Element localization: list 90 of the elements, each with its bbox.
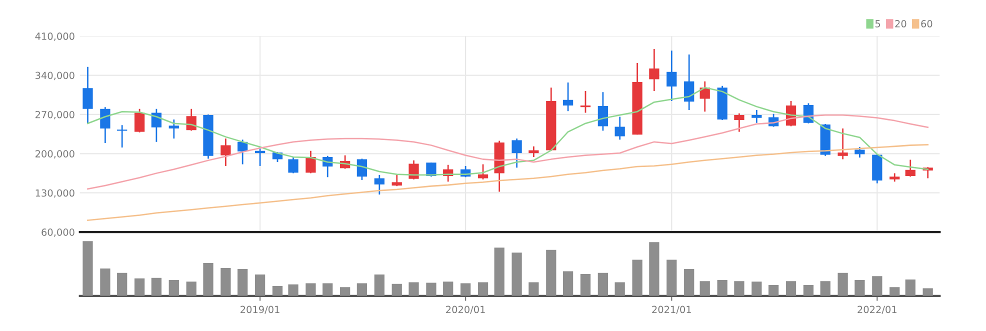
- bar: [786, 281, 796, 296]
- bar: [838, 272, 848, 296]
- x-tick-label: 2019/01: [240, 306, 280, 314]
- candlestick: [528, 146, 539, 158]
- bar: [117, 272, 128, 296]
- bar: [151, 278, 162, 296]
- candlestick: [356, 158, 368, 181]
- bar: [854, 280, 865, 296]
- bar: [374, 274, 384, 296]
- candlestick: [392, 174, 402, 187]
- bar: [717, 280, 728, 296]
- bar: [340, 287, 350, 296]
- y-tick-label: 410,000: [35, 32, 74, 41]
- bar: [478, 282, 488, 296]
- candlestick: [408, 160, 419, 180]
- bar: [803, 284, 814, 296]
- bar: [288, 284, 298, 296]
- bar: [562, 271, 574, 296]
- bar: [494, 248, 504, 296]
- legend-label: 5: [875, 20, 880, 28]
- bar: [546, 250, 556, 296]
- candlestick: [374, 174, 384, 196]
- bar: [443, 282, 454, 296]
- candlestick: [134, 108, 145, 134]
- candlestick: [478, 164, 488, 180]
- bar: [306, 283, 316, 296]
- x-tick-label: 2021/01: [652, 306, 691, 314]
- bar: [872, 276, 882, 296]
- candlestick: [905, 159, 916, 178]
- bar: [734, 281, 744, 296]
- y-tick-label: 60,000: [42, 228, 74, 237]
- bar: [768, 284, 779, 296]
- bar: [408, 282, 419, 296]
- bar: [632, 260, 642, 296]
- y-tick-label: 340,000: [36, 72, 74, 80]
- bar: [356, 283, 368, 296]
- y-tick-label: 130,000: [36, 189, 74, 198]
- x-tick-label: 2020/01: [446, 306, 485, 314]
- candlestick: [168, 118, 179, 140]
- candlestick: [562, 82, 574, 112]
- bar: [580, 274, 591, 296]
- bar: [905, 279, 916, 296]
- candlestick: [288, 156, 298, 174]
- y-tick-label: 270,000: [36, 110, 74, 120]
- bar: [666, 260, 677, 296]
- bar: [82, 241, 93, 296]
- bar: [426, 282, 436, 296]
- bar: [512, 252, 522, 296]
- bar: [322, 283, 333, 296]
- bar: [100, 268, 110, 296]
- bar: [614, 282, 625, 296]
- candlestick: [752, 109, 762, 124]
- candlestick: [854, 146, 865, 158]
- candlestick: [614, 116, 625, 140]
- candlestick: [666, 50, 677, 102]
- candlestick: [684, 54, 694, 111]
- y-tick-label: 200,000: [36, 150, 74, 158]
- bar: [890, 287, 900, 296]
- bar: [168, 280, 179, 296]
- line-series: [87, 144, 929, 221]
- bar: [752, 282, 762, 296]
- candlestick: [306, 150, 316, 174]
- bar: [684, 269, 694, 296]
- bar: [238, 269, 248, 296]
- candlestick: [598, 91, 608, 132]
- candlestick: [82, 66, 93, 124]
- candlestick: [838, 128, 848, 160]
- bar: [254, 274, 266, 296]
- bar: [700, 281, 710, 296]
- bar: [220, 268, 231, 296]
- legend-label: 60: [921, 20, 932, 28]
- bar: [460, 283, 471, 296]
- bar: [649, 242, 660, 296]
- bar: [392, 284, 402, 296]
- legend-label: 20: [895, 20, 906, 28]
- candlestick: [512, 138, 522, 168]
- candlestick: [426, 162, 436, 178]
- candlestick: [220, 138, 231, 167]
- candlestick: [649, 48, 660, 92]
- bar: [134, 278, 145, 296]
- bar: [598, 272, 608, 296]
- bar: [922, 288, 933, 296]
- bar: [528, 282, 539, 296]
- bar: [186, 282, 196, 296]
- bar: [203, 263, 214, 296]
- candlestick: [734, 112, 744, 133]
- candlestick: [100, 106, 110, 144]
- bar: [820, 281, 830, 296]
- x-tick-label: 2022/01: [858, 306, 896, 314]
- bar: [272, 286, 283, 296]
